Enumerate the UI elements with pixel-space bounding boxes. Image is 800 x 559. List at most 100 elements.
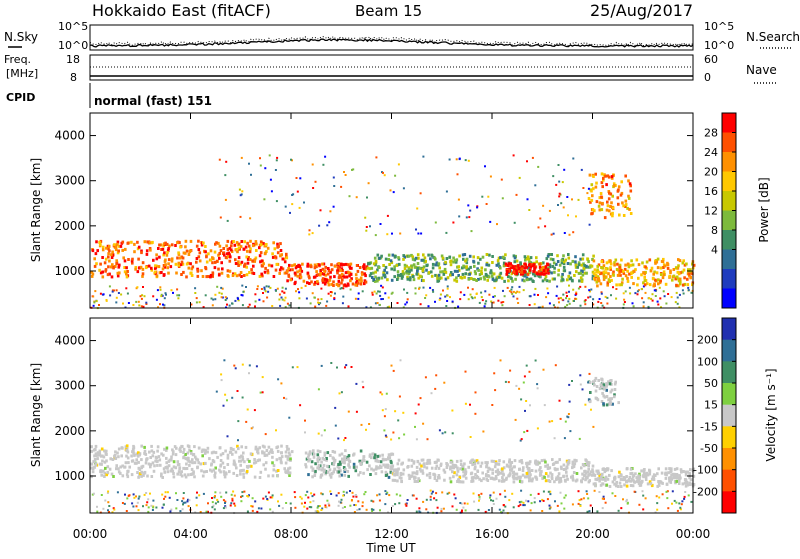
scatter-cell <box>480 291 483 294</box>
heatmap-cell <box>379 256 383 260</box>
velocity-colorbar-label: Velocity [m s⁻¹] <box>764 368 778 461</box>
heatmap-cell <box>376 268 379 272</box>
scatter-cell <box>111 289 114 292</box>
heatmap-cell <box>586 257 589 261</box>
heatmap-cell <box>150 266 153 270</box>
scatter-cell <box>539 217 542 220</box>
heatmap-cell <box>266 269 270 273</box>
scatter-cell <box>419 397 422 400</box>
heatmap-cell <box>473 467 477 471</box>
scatter-cell <box>528 304 531 306</box>
heatmap-cell <box>275 446 278 450</box>
heatmap-cell <box>288 453 292 457</box>
heatmap-cell <box>108 259 111 263</box>
scatter-cell <box>116 491 119 494</box>
heatmap-cell <box>349 279 352 283</box>
heatmap-cell <box>185 467 189 470</box>
scatter-cell <box>406 499 409 501</box>
scatter-cell <box>564 494 567 497</box>
heatmap-cell <box>439 270 442 274</box>
heatmap-cell <box>191 458 194 462</box>
heatmap-cell <box>551 258 555 262</box>
scatter-cell <box>431 289 434 291</box>
scatter-cell <box>520 500 523 503</box>
heatmap-cell <box>558 263 562 267</box>
heatmap-cell <box>103 261 107 265</box>
scatter-cell <box>358 508 361 511</box>
heatmap-cell <box>585 462 589 466</box>
heatmap-cell <box>101 459 104 463</box>
heatmap-cell <box>161 267 165 271</box>
heatmap-cell <box>517 475 520 479</box>
scatter-cell <box>446 285 449 288</box>
heatmap-cell <box>329 275 332 279</box>
heatmap-cell <box>687 268 690 272</box>
heatmap-cell <box>655 260 659 264</box>
heatmap-cell <box>385 464 389 468</box>
scatter-cell <box>548 420 551 423</box>
heatmap-cell <box>107 247 110 251</box>
scatter-cell <box>267 290 270 293</box>
heatmap-cell <box>245 273 249 277</box>
heatmap-cell <box>494 475 498 478</box>
heatmap-cell <box>430 253 433 257</box>
heatmap-cell <box>231 274 235 277</box>
heatmap-cell <box>682 470 685 473</box>
scatter-cell <box>281 507 284 510</box>
heatmap-cell <box>677 258 680 262</box>
scatter-cell <box>386 491 389 494</box>
heatmap-cell <box>128 465 131 469</box>
heatmap-cell <box>557 268 560 272</box>
scatter-cell <box>252 426 254 429</box>
scatter-cell <box>474 296 476 299</box>
heatmap-cell <box>107 252 110 256</box>
heatmap-cell <box>327 465 331 469</box>
heatmap-cell <box>553 277 556 281</box>
scatter-cell <box>510 291 513 294</box>
heatmap-cell <box>553 266 556 270</box>
heatmap-cell <box>581 270 584 274</box>
heatmap-cell <box>271 252 274 256</box>
heatmap-cell <box>445 466 449 469</box>
scatter-cell <box>634 292 637 295</box>
scatter-cell <box>241 491 244 494</box>
scatter-cell <box>381 286 384 289</box>
heatmap-cell <box>488 467 492 471</box>
heatmap-cell <box>340 267 344 271</box>
heatmap-cell <box>583 469 586 473</box>
scatter-cell <box>405 504 408 507</box>
heatmap-cell <box>90 445 93 449</box>
scatter-cell <box>590 288 593 291</box>
heatmap-cell <box>324 277 327 281</box>
heatmap-cell <box>499 271 503 275</box>
scatter-cell <box>606 296 609 299</box>
heatmap-cell <box>597 270 601 274</box>
colorbar-segment <box>722 132 736 153</box>
scatter-cell <box>165 293 167 296</box>
scatter-cell <box>397 419 400 422</box>
heatmap-cell <box>548 263 552 267</box>
heatmap-cell <box>410 264 414 268</box>
heatmap-cell <box>668 274 671 278</box>
scatter-cell <box>304 431 306 434</box>
heatmap-cell <box>634 268 637 272</box>
scatter-cell <box>606 302 609 305</box>
scatter-cell <box>537 165 540 168</box>
heatmap-cell <box>434 273 437 277</box>
heatmap-cell <box>125 275 129 279</box>
scatter-cell <box>344 174 347 176</box>
heatmap-cell <box>428 271 431 274</box>
heatmap-cell <box>437 466 441 470</box>
heatmap-cell <box>585 264 588 268</box>
scatter-cell <box>357 292 360 295</box>
heatmap-cell <box>679 468 683 472</box>
heatmap-cell <box>106 470 109 474</box>
scatter-cell <box>525 499 527 502</box>
heatmap-cell <box>319 473 323 477</box>
heatmap-cell <box>166 470 170 474</box>
heatmap-cell <box>427 458 430 462</box>
heatmap-cell <box>192 471 195 475</box>
heatmap-cell <box>422 279 425 283</box>
scatter-cell <box>125 287 128 290</box>
heatmap-cell <box>387 456 390 460</box>
